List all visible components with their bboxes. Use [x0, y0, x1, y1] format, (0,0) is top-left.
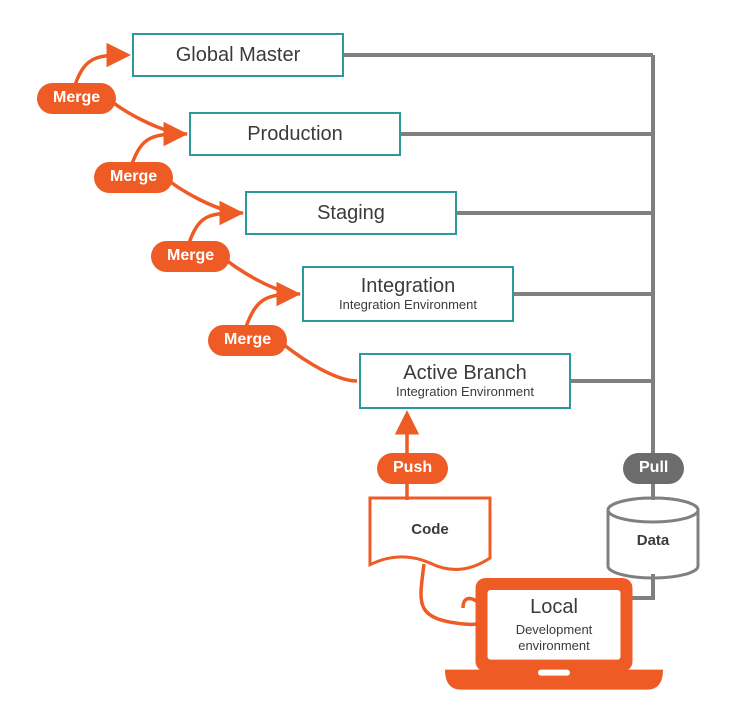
- merge-label: Merge: [167, 247, 214, 265]
- merge-badge-2: Merge: [151, 241, 230, 272]
- local-title-text: Local: [530, 596, 578, 618]
- local-subtitle-line1: Development: [488, 622, 621, 637]
- local-sub1-text: Development: [516, 622, 593, 637]
- merge-label: Merge: [224, 331, 271, 349]
- node-title: Staging: [317, 202, 385, 225]
- merge-badge-3: Merge: [208, 325, 287, 356]
- node-title: Global Master: [176, 44, 301, 67]
- local-subtitle-line2: environment: [488, 638, 621, 653]
- code-text: Code: [411, 521, 449, 538]
- merge-label: Merge: [110, 168, 157, 186]
- node-subtitle: Integration Environment: [396, 385, 534, 400]
- data-text: Data: [637, 532, 670, 549]
- node-title: Active Branch: [403, 362, 526, 385]
- merge-label: Merge: [53, 89, 100, 107]
- merge-badge-0: Merge: [37, 83, 116, 114]
- node-active-branch: Active BranchIntegration Environment: [359, 353, 571, 409]
- pull-badge: Pull: [623, 453, 684, 484]
- diagram-canvas: Global Master Production Staging Integratio…: [0, 0, 743, 716]
- node-staging: Staging: [245, 191, 457, 235]
- node-title: Integration: [361, 275, 456, 298]
- local-sub2-text: environment: [518, 638, 590, 653]
- merge-badge-1: Merge: [94, 162, 173, 193]
- node-integration: IntegrationIntegration Environment: [302, 266, 514, 322]
- push-label: Push: [393, 459, 432, 477]
- node-subtitle: Integration Environment: [339, 298, 477, 313]
- node-global-master: Global Master: [132, 33, 344, 77]
- data-label: Data: [608, 532, 698, 549]
- pull-label: Pull: [639, 459, 668, 477]
- node-production: Production: [189, 112, 401, 156]
- code-label: Code: [370, 521, 490, 538]
- node-title: Production: [247, 123, 343, 146]
- push-badge: Push: [377, 453, 448, 484]
- local-title: Local: [488, 596, 621, 619]
